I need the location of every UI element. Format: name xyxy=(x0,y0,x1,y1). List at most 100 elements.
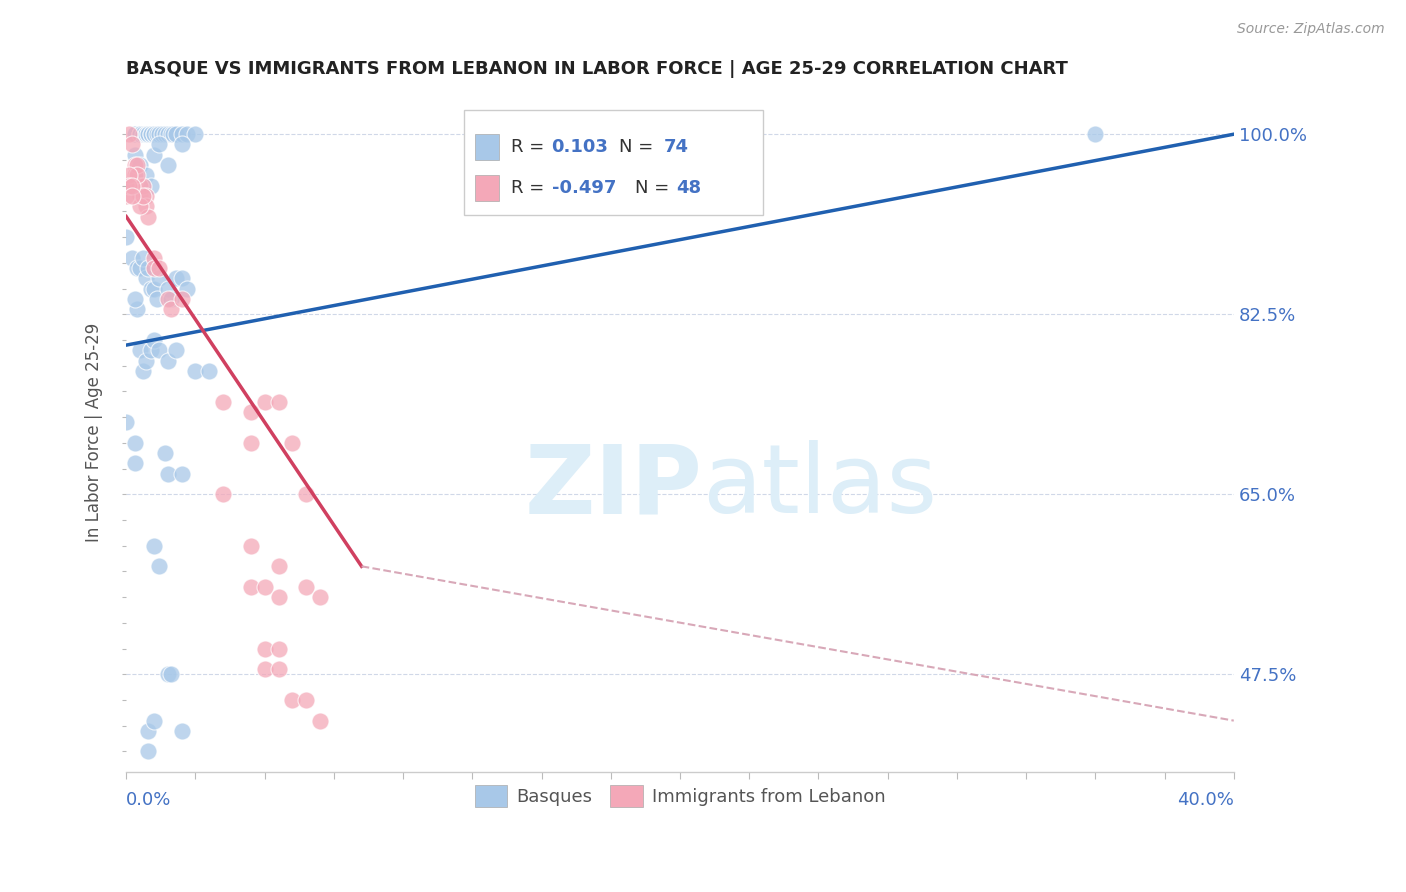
Point xyxy=(159,127,181,141)
Point xyxy=(132,127,155,141)
FancyBboxPatch shape xyxy=(475,175,499,201)
FancyBboxPatch shape xyxy=(475,135,499,161)
Point xyxy=(165,343,187,358)
Point xyxy=(267,559,290,574)
Point xyxy=(115,415,138,429)
Point xyxy=(239,580,262,594)
Point xyxy=(142,127,165,141)
Point xyxy=(124,127,146,141)
Point xyxy=(129,260,152,275)
Point xyxy=(124,435,146,450)
Point xyxy=(295,580,318,594)
Point xyxy=(129,343,152,358)
Point xyxy=(139,127,162,141)
Point xyxy=(124,158,146,172)
Point xyxy=(127,260,149,275)
Point xyxy=(127,302,149,317)
Point xyxy=(138,744,160,758)
Point xyxy=(138,260,160,275)
Point xyxy=(145,292,167,306)
Point xyxy=(148,559,170,574)
Point xyxy=(145,127,167,141)
Text: N =: N = xyxy=(634,179,675,197)
Point xyxy=(162,127,184,141)
Point xyxy=(124,148,146,162)
Point xyxy=(142,333,165,347)
Point xyxy=(132,189,155,203)
Point xyxy=(127,169,149,183)
Point xyxy=(142,260,165,275)
Point xyxy=(138,723,160,738)
Point xyxy=(253,662,276,676)
Text: Source: ZipAtlas.com: Source: ZipAtlas.com xyxy=(1237,22,1385,37)
Legend: Basques, Immigrants from Lebanon: Basques, Immigrants from Lebanon xyxy=(467,778,893,814)
Point xyxy=(156,467,179,481)
Point xyxy=(142,127,165,141)
Point xyxy=(176,281,198,295)
Point xyxy=(127,158,149,172)
Point xyxy=(170,467,193,481)
Text: 0.103: 0.103 xyxy=(551,138,609,156)
Point xyxy=(212,394,235,409)
Text: 48: 48 xyxy=(676,179,702,197)
Point xyxy=(118,169,141,183)
Point xyxy=(135,169,157,183)
Point xyxy=(159,302,181,317)
Point xyxy=(124,292,146,306)
Point xyxy=(129,189,152,203)
Point xyxy=(118,127,141,141)
Point xyxy=(153,127,176,141)
Text: -0.497: -0.497 xyxy=(551,179,616,197)
Point xyxy=(295,487,318,501)
Point xyxy=(135,127,157,141)
Text: atlas: atlas xyxy=(702,441,938,533)
Point xyxy=(135,127,157,141)
Point xyxy=(309,590,332,604)
Point xyxy=(156,292,179,306)
Point xyxy=(267,590,290,604)
Point xyxy=(142,281,165,295)
Point xyxy=(156,281,179,295)
Point xyxy=(212,487,235,501)
Text: N =: N = xyxy=(619,138,659,156)
Point xyxy=(281,693,304,707)
Point xyxy=(267,394,290,409)
Point xyxy=(156,127,179,141)
Point xyxy=(253,580,276,594)
Point xyxy=(267,641,290,656)
Text: BASQUE VS IMMIGRANTS FROM LEBANON IN LABOR FORCE | AGE 25-29 CORRELATION CHART: BASQUE VS IMMIGRANTS FROM LEBANON IN LAB… xyxy=(127,60,1069,78)
Point xyxy=(148,127,170,141)
Point xyxy=(129,178,152,193)
Point xyxy=(148,260,170,275)
Point xyxy=(253,394,276,409)
Point xyxy=(165,127,187,141)
Point xyxy=(309,714,332,728)
Point xyxy=(159,292,181,306)
Text: R =: R = xyxy=(510,179,550,197)
Point xyxy=(148,271,170,285)
Point xyxy=(139,178,162,193)
Point xyxy=(124,127,146,141)
Point xyxy=(176,127,198,141)
FancyBboxPatch shape xyxy=(464,110,763,215)
Point xyxy=(129,158,152,172)
Point xyxy=(135,353,157,368)
Point xyxy=(148,343,170,358)
Point xyxy=(121,178,143,193)
Point xyxy=(170,723,193,738)
Point xyxy=(121,251,143,265)
Point xyxy=(239,435,262,450)
Point xyxy=(135,271,157,285)
Point xyxy=(156,667,179,681)
Point xyxy=(129,127,152,141)
Point xyxy=(153,446,176,460)
Point xyxy=(156,353,179,368)
Point xyxy=(135,199,157,213)
Point xyxy=(1084,127,1107,141)
Point xyxy=(138,127,160,141)
Text: 0.0%: 0.0% xyxy=(127,790,172,808)
Point xyxy=(148,137,170,152)
Point xyxy=(135,189,157,203)
Point xyxy=(170,292,193,306)
Point xyxy=(129,199,152,213)
